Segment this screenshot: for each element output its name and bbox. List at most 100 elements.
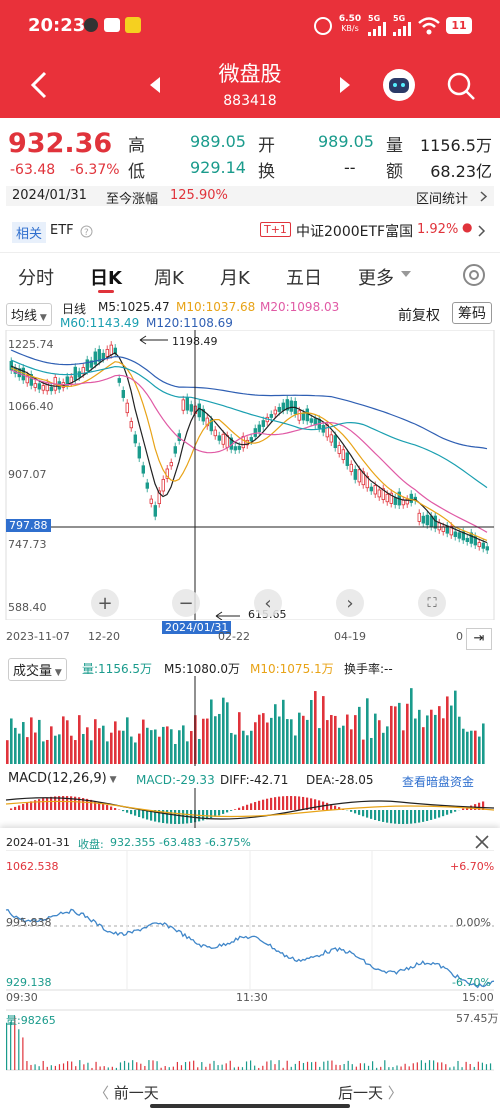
tab-five-day[interactable]: 五日: [286, 268, 322, 289]
related-tag: 相关: [12, 222, 47, 243]
popup-date: 2024-01-31: [6, 836, 70, 849]
turnover-label: 换: [258, 162, 275, 182]
net-speed-value: 6.50: [338, 14, 362, 24]
range-stats-button[interactable]: 区间统计: [416, 192, 469, 207]
prev-day-button[interactable]: 〈 前一天: [94, 1082, 159, 1103]
range-date: 2024/01/31: [12, 188, 87, 203]
low-label: 低: [128, 162, 145, 182]
chip-button[interactable]: 筹码: [452, 302, 492, 324]
macd-chart: [5, 788, 495, 828]
ma20-value: M20:1098.03: [260, 300, 340, 314]
stock-app-icon: [104, 18, 120, 32]
kline-chart[interactable]: [0, 330, 500, 620]
popup-pct-bot: -6.70%: [452, 976, 491, 989]
turnover-value: --: [344, 158, 356, 177]
amount-label: 额: [386, 162, 403, 182]
status-time: 20:23: [28, 15, 86, 36]
volume-m10: M10:1075.1万: [250, 662, 334, 676]
zoom-in-button[interactable]: +: [91, 589, 119, 617]
x-label-1: 2023-11-07: [6, 630, 70, 643]
caret-down-icon: [401, 271, 411, 277]
restore-toggle[interactable]: 前复权: [398, 308, 440, 324]
range-row: 2024/01/31 至今涨幅 125.90% 区间统计: [6, 186, 494, 207]
sim2-label: 5G: [393, 14, 406, 23]
net-speed-unit: KB/s: [341, 24, 359, 33]
prev-day-label: 前一天: [113, 1084, 159, 1102]
macd-indicator-select[interactable]: MACD(12,26,9) ▼: [8, 771, 117, 786]
back-icon[interactable]: [28, 70, 50, 100]
crosshair-price-label: 797.88: [6, 519, 51, 532]
volume-indicator-select[interactable]: 成交量 ▼: [8, 658, 67, 681]
popup-y-mid: 995.838: [6, 916, 52, 929]
tab-monthly-k[interactable]: 月K: [220, 268, 250, 289]
volume-label: 量: [386, 136, 403, 156]
popup-volume-label: 量:98265: [6, 1014, 56, 1027]
open-value: 989.05: [318, 132, 374, 151]
dot-icon: ●: [462, 220, 473, 234]
zoom-out-button[interactable]: −: [172, 589, 200, 617]
scroll-left-button[interactable]: ‹: [254, 589, 282, 617]
chevron-right-icon[interactable]: [478, 225, 486, 237]
dark-pool-link[interactable]: 查看暗盘资金: [402, 775, 475, 789]
chevron-left-icon: 〈: [94, 1084, 114, 1102]
jump-latest-button[interactable]: ⇥: [466, 628, 492, 650]
stock-code: 883418: [223, 93, 277, 109]
related-fund-name[interactable]: 中证2000ETF富国: [296, 224, 414, 240]
ma60-value: M60:1143.49: [60, 316, 140, 330]
intraday-popup: 2024-01-31 收盘: 932.355 -63.483 -6.375% 1…: [0, 828, 500, 1111]
tab-daily-k[interactable]: 日K: [90, 268, 122, 289]
divider: [0, 252, 500, 253]
volume-turnover: 换手率:--: [344, 662, 393, 676]
next-day-button[interactable]: 后一天 〉: [338, 1082, 403, 1103]
low-value: 929.14: [190, 158, 246, 177]
diff-value: DIFF:-42.71: [220, 773, 289, 787]
popup-time-mid: 11:30: [236, 991, 268, 1004]
kline-y-label-1: 1225.74: [8, 338, 54, 351]
next-stock-icon[interactable]: [338, 76, 352, 94]
fullscreen-button[interactable]: ⛶: [418, 589, 446, 617]
popup-close-label: 收盘:: [78, 838, 104, 851]
signal-icon-2: [393, 22, 411, 36]
popup-y-top: 1062.538: [6, 860, 59, 873]
popup-pct-top: +6.70%: [450, 860, 495, 873]
dea-value: DEA:-28.05: [306, 773, 374, 787]
caret-down-icon: ▼: [37, 313, 47, 323]
tab-intraday[interactable]: 分时: [18, 268, 54, 289]
kline-y-label-5: 588.40: [8, 601, 47, 614]
macd-indicator-label: MACD(12,26,9): [8, 771, 107, 786]
scroll-right-button[interactable]: ›: [336, 589, 364, 617]
caret-down-icon: ▼: [106, 775, 117, 785]
related-type: ETF: [50, 223, 74, 238]
close-icon[interactable]: [474, 834, 490, 850]
kline-y-label-4: 747.73: [8, 538, 47, 551]
last-price: 932.36: [8, 128, 113, 159]
kline-y-label-3: 907.07: [8, 468, 47, 481]
t1-badge: T+1: [260, 222, 291, 237]
macd-value: MACD:-29.33: [136, 773, 215, 787]
tab-more[interactable]: 更多: [358, 268, 394, 289]
volume-value-label: 量:1156.5万: [82, 662, 153, 676]
help-icon[interactable]: ?: [80, 225, 93, 238]
indicator-select[interactable]: 均线 ▼: [6, 303, 52, 326]
x-label-5: 0: [456, 630, 463, 643]
signal-icon-1: [368, 22, 386, 36]
battery-level: 11: [451, 19, 467, 32]
settings-icon[interactable]: [462, 263, 486, 287]
volume-chart: [6, 676, 485, 766]
chevron-right-icon: 〉: [383, 1084, 403, 1102]
caret-down-icon: ▼: [52, 668, 62, 678]
page-title: 微盘股: [218, 62, 282, 86]
popup-time-start: 09:30: [6, 991, 38, 1004]
range-label: 至今涨幅: [106, 192, 159, 207]
kline-period: 日线: [62, 302, 87, 316]
wifi-icon: [418, 17, 440, 35]
prev-stock-icon[interactable]: [148, 76, 162, 94]
chevron-right-icon: [480, 191, 488, 202]
app-header: 微盘股 883418: [0, 52, 500, 118]
battery-icon: 11: [446, 17, 472, 34]
robot-assistant-icon[interactable]: [382, 68, 416, 102]
search-icon[interactable]: [446, 71, 476, 101]
tab-weekly-k[interactable]: 周K: [154, 268, 184, 289]
ma10-value: M10:1037.68: [176, 300, 256, 314]
popup-pct-mid: 0.00%: [456, 916, 491, 929]
